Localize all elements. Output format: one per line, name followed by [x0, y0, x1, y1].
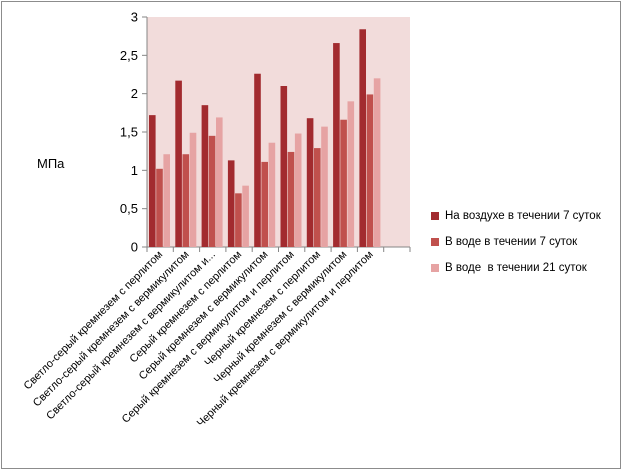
bar — [235, 193, 242, 247]
bar — [280, 86, 288, 247]
y-tick-label: 1 — [131, 163, 138, 178]
bar — [306, 118, 314, 247]
bar — [268, 142, 276, 247]
y-tick-label: 1,5 — [120, 125, 138, 140]
legend-swatch — [431, 212, 439, 220]
legend-item: В воде в течении 21 суток — [431, 255, 601, 281]
bar — [294, 133, 302, 247]
bar — [182, 154, 190, 247]
bar — [314, 148, 321, 247]
bar — [163, 154, 170, 247]
bar — [254, 73, 261, 247]
y-tick-label: 0 — [131, 240, 138, 255]
bar — [340, 119, 347, 247]
y-tick-label: 2,5 — [120, 48, 138, 63]
y-axis-label: МПа — [37, 156, 65, 171]
bar — [216, 117, 223, 247]
bar — [149, 115, 156, 247]
legend-label: В воде в течении 7 суток — [445, 236, 578, 248]
bar — [242, 185, 249, 247]
legend-label: На воздухе в течении 7 суток — [445, 210, 601, 222]
bar — [201, 105, 209, 248]
legend-item: В воде в течении 7 суток — [431, 229, 601, 255]
bar — [208, 135, 216, 247]
legend-swatch — [431, 264, 439, 272]
bar — [373, 78, 381, 247]
legend-label: В воде в течении 21 суток — [445, 262, 587, 274]
bar — [287, 151, 295, 247]
legend-item: На воздухе в течении 7 суток — [431, 203, 601, 229]
bar — [227, 160, 235, 247]
y-tick-label: 3 — [131, 10, 138, 25]
bar — [333, 43, 340, 247]
y-tick-label: 0,5 — [120, 201, 138, 216]
bar — [261, 161, 268, 247]
legend: На воздухе в течении 7 суток В воде в те… — [431, 203, 601, 281]
bar — [366, 94, 374, 247]
bar — [175, 80, 182, 247]
bar — [156, 168, 163, 247]
legend-swatch — [431, 238, 439, 246]
bar — [347, 101, 355, 247]
bar — [321, 126, 328, 247]
y-tick-label: 2 — [131, 86, 138, 101]
bar — [189, 132, 197, 247]
bar — [359, 29, 366, 248]
